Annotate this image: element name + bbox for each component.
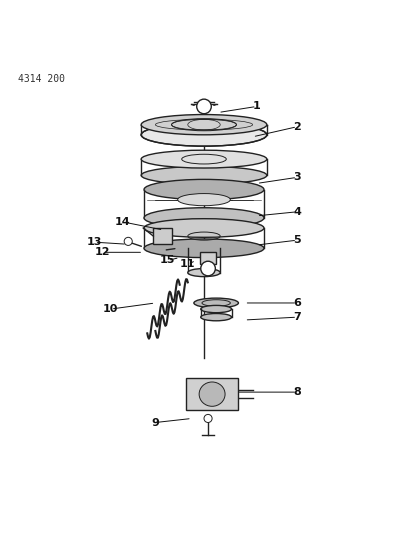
- Ellipse shape: [141, 150, 267, 168]
- Text: 13: 13: [87, 237, 102, 247]
- Circle shape: [124, 237, 132, 245]
- Ellipse shape: [141, 124, 267, 146]
- Ellipse shape: [201, 305, 232, 313]
- Ellipse shape: [144, 239, 264, 257]
- Text: 3: 3: [293, 172, 301, 182]
- Ellipse shape: [144, 219, 264, 237]
- Text: 9: 9: [151, 417, 159, 427]
- Text: 6: 6: [293, 298, 301, 308]
- Text: 2: 2: [293, 122, 301, 132]
- Text: 8: 8: [293, 387, 301, 397]
- Ellipse shape: [201, 313, 232, 321]
- Text: 1: 1: [253, 101, 261, 111]
- Text: 4314 200: 4314 200: [18, 74, 64, 84]
- Ellipse shape: [141, 115, 267, 135]
- Text: 12: 12: [95, 247, 111, 257]
- Ellipse shape: [177, 193, 231, 206]
- Ellipse shape: [141, 166, 267, 184]
- Text: 14: 14: [115, 217, 131, 227]
- Text: 10: 10: [103, 304, 118, 314]
- Ellipse shape: [144, 208, 264, 228]
- Ellipse shape: [188, 269, 220, 277]
- Circle shape: [197, 99, 211, 114]
- Ellipse shape: [194, 298, 238, 308]
- Ellipse shape: [199, 382, 225, 406]
- Bar: [200, 252, 216, 264]
- Circle shape: [204, 414, 212, 423]
- Circle shape: [201, 261, 215, 276]
- FancyBboxPatch shape: [153, 228, 172, 244]
- Ellipse shape: [144, 180, 264, 200]
- FancyBboxPatch shape: [186, 378, 238, 410]
- Text: 5: 5: [293, 235, 301, 245]
- Text: 7: 7: [293, 312, 301, 322]
- Text: 4: 4: [293, 207, 301, 217]
- Text: 11: 11: [180, 260, 195, 270]
- Text: 15: 15: [160, 255, 175, 265]
